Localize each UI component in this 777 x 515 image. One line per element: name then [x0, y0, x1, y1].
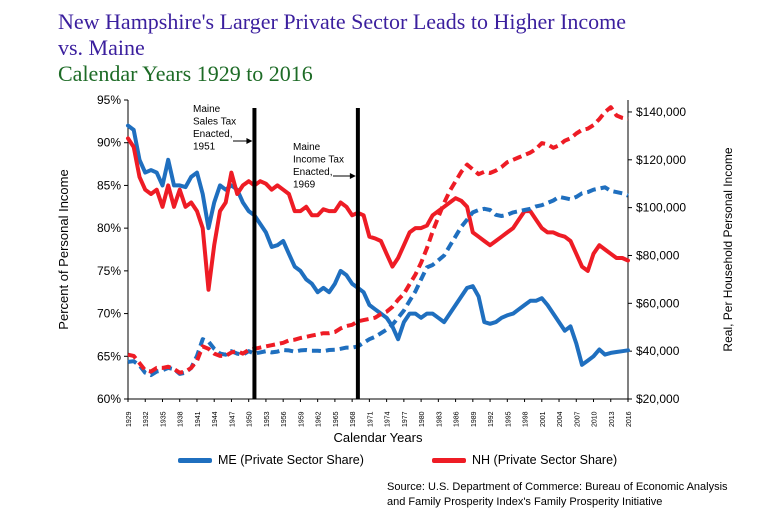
- x-tick-label: 2007: [574, 411, 581, 427]
- x-tick-label: 1935: [160, 411, 167, 427]
- annotation-label-1969: Maine: [293, 142, 321, 153]
- x-tick-label: 1983: [436, 411, 443, 427]
- x-tick-label: 1971: [367, 411, 374, 427]
- x-tick-label: 1950: [247, 411, 254, 427]
- y-right-tick-label: $140,000: [636, 105, 686, 119]
- y-right-tick-label: $80,000: [636, 248, 680, 262]
- series-line-2: [127, 185, 629, 378]
- x-tick-label: 2004: [557, 411, 564, 427]
- annotation-label-1951: 1951: [193, 142, 216, 153]
- legend-me-label: ME (Private Sector Share): [218, 453, 364, 467]
- y-right-tick-label: $20,000: [636, 392, 680, 406]
- x-tick-label: 1956: [281, 411, 288, 427]
- x-tick-label: 1947: [229, 411, 236, 427]
- y-left-tick-label: 60%: [97, 392, 121, 406]
- x-tick-label: 2013: [609, 411, 616, 427]
- x-tick-label: 1974: [385, 411, 392, 427]
- legend-nh-label: NH (Private Sector Share): [472, 453, 618, 467]
- y-left-tick-label: 65%: [97, 349, 121, 363]
- x-tick-label: 1965: [333, 411, 340, 427]
- annotation-arrowhead-1969: [349, 173, 356, 179]
- source-note: Source: U.S. Department of Commerce: Bur…: [387, 480, 728, 510]
- y-left-tick-label: 70%: [97, 307, 121, 321]
- y-right-tick-label: $100,000: [636, 201, 686, 215]
- x-tick-label: 1986: [454, 411, 461, 427]
- legend-nh: NH (Private Sector Share): [432, 453, 617, 467]
- x-tick-label: 1992: [488, 411, 495, 427]
- x-tick-label: 1938: [178, 411, 185, 427]
- annotation-arrowhead-1951: [246, 138, 253, 144]
- y-right-tick-label: $60,000: [636, 296, 680, 310]
- y-axis-right-label: Real, Per Household Personal Income: [721, 147, 735, 351]
- x-tick-label: 1998: [523, 411, 530, 427]
- x-tick-label: 1962: [316, 411, 323, 427]
- y-axis-left-label: Percent of Personal Income: [56, 169, 71, 329]
- x-tick-label: 1980: [419, 411, 426, 427]
- series-line-3: [127, 105, 629, 375]
- x-tick-label: 1953: [264, 411, 271, 427]
- annotation-label-1951: Enacted,: [193, 129, 232, 140]
- y-right-tick-label: $40,000: [636, 344, 680, 358]
- x-tick-label: 2010: [592, 411, 599, 427]
- y-left-tick-label: 95%: [97, 93, 121, 107]
- x-tick-label: 1995: [505, 411, 512, 427]
- x-tick-label: 1959: [298, 411, 305, 427]
- x-tick-label: 1941: [195, 411, 202, 427]
- x-tick-label: 2001: [540, 411, 547, 427]
- series-line-1: [126, 136, 630, 292]
- x-tick-label: 1989: [471, 411, 478, 427]
- x-tick-label: 1944: [212, 411, 219, 427]
- y-left-tick-label: 90%: [97, 136, 121, 150]
- chart-title-line2: vs. Maine: [58, 35, 145, 60]
- x-tick-label: 2016: [626, 411, 633, 427]
- x-axis-label: Calendar Years: [334, 430, 423, 445]
- y-right-tick-label: $120,000: [636, 153, 686, 167]
- x-tick-label: 1932: [143, 411, 150, 427]
- series-line-0: [126, 123, 630, 367]
- y-left-tick-label: 85%: [97, 178, 121, 192]
- annotation-label-1951: Sales Tax: [193, 117, 236, 128]
- annotation-label-1969: Income Tax: [293, 155, 344, 166]
- annotation-label-1969: Enacted,: [293, 167, 332, 178]
- legend-me-swatch: [178, 457, 212, 463]
- chart-subtitle: Calendar Years 1929 to 2016: [58, 61, 313, 86]
- x-tick-label: 1977: [402, 411, 409, 427]
- y-left-tick-label: 75%: [97, 264, 121, 278]
- annotation-label-1951: Maine: [193, 104, 221, 115]
- y-left-tick-label: 80%: [97, 221, 121, 235]
- source-line2: and Family Prosperity Index's Family Pro…: [387, 496, 663, 508]
- source-line1: Source: U.S. Department of Commerce: Bur…: [387, 481, 728, 493]
- chart-title-line1: New Hampshire's Larger Private Sector Le…: [58, 9, 627, 34]
- annotation-label-1969: 1969: [293, 180, 316, 191]
- legend-nh-swatch: [432, 457, 466, 463]
- legend-me: ME (Private Sector Share): [178, 453, 364, 467]
- x-tick-label: 1968: [350, 411, 357, 427]
- x-tick-label: 1929: [126, 411, 133, 427]
